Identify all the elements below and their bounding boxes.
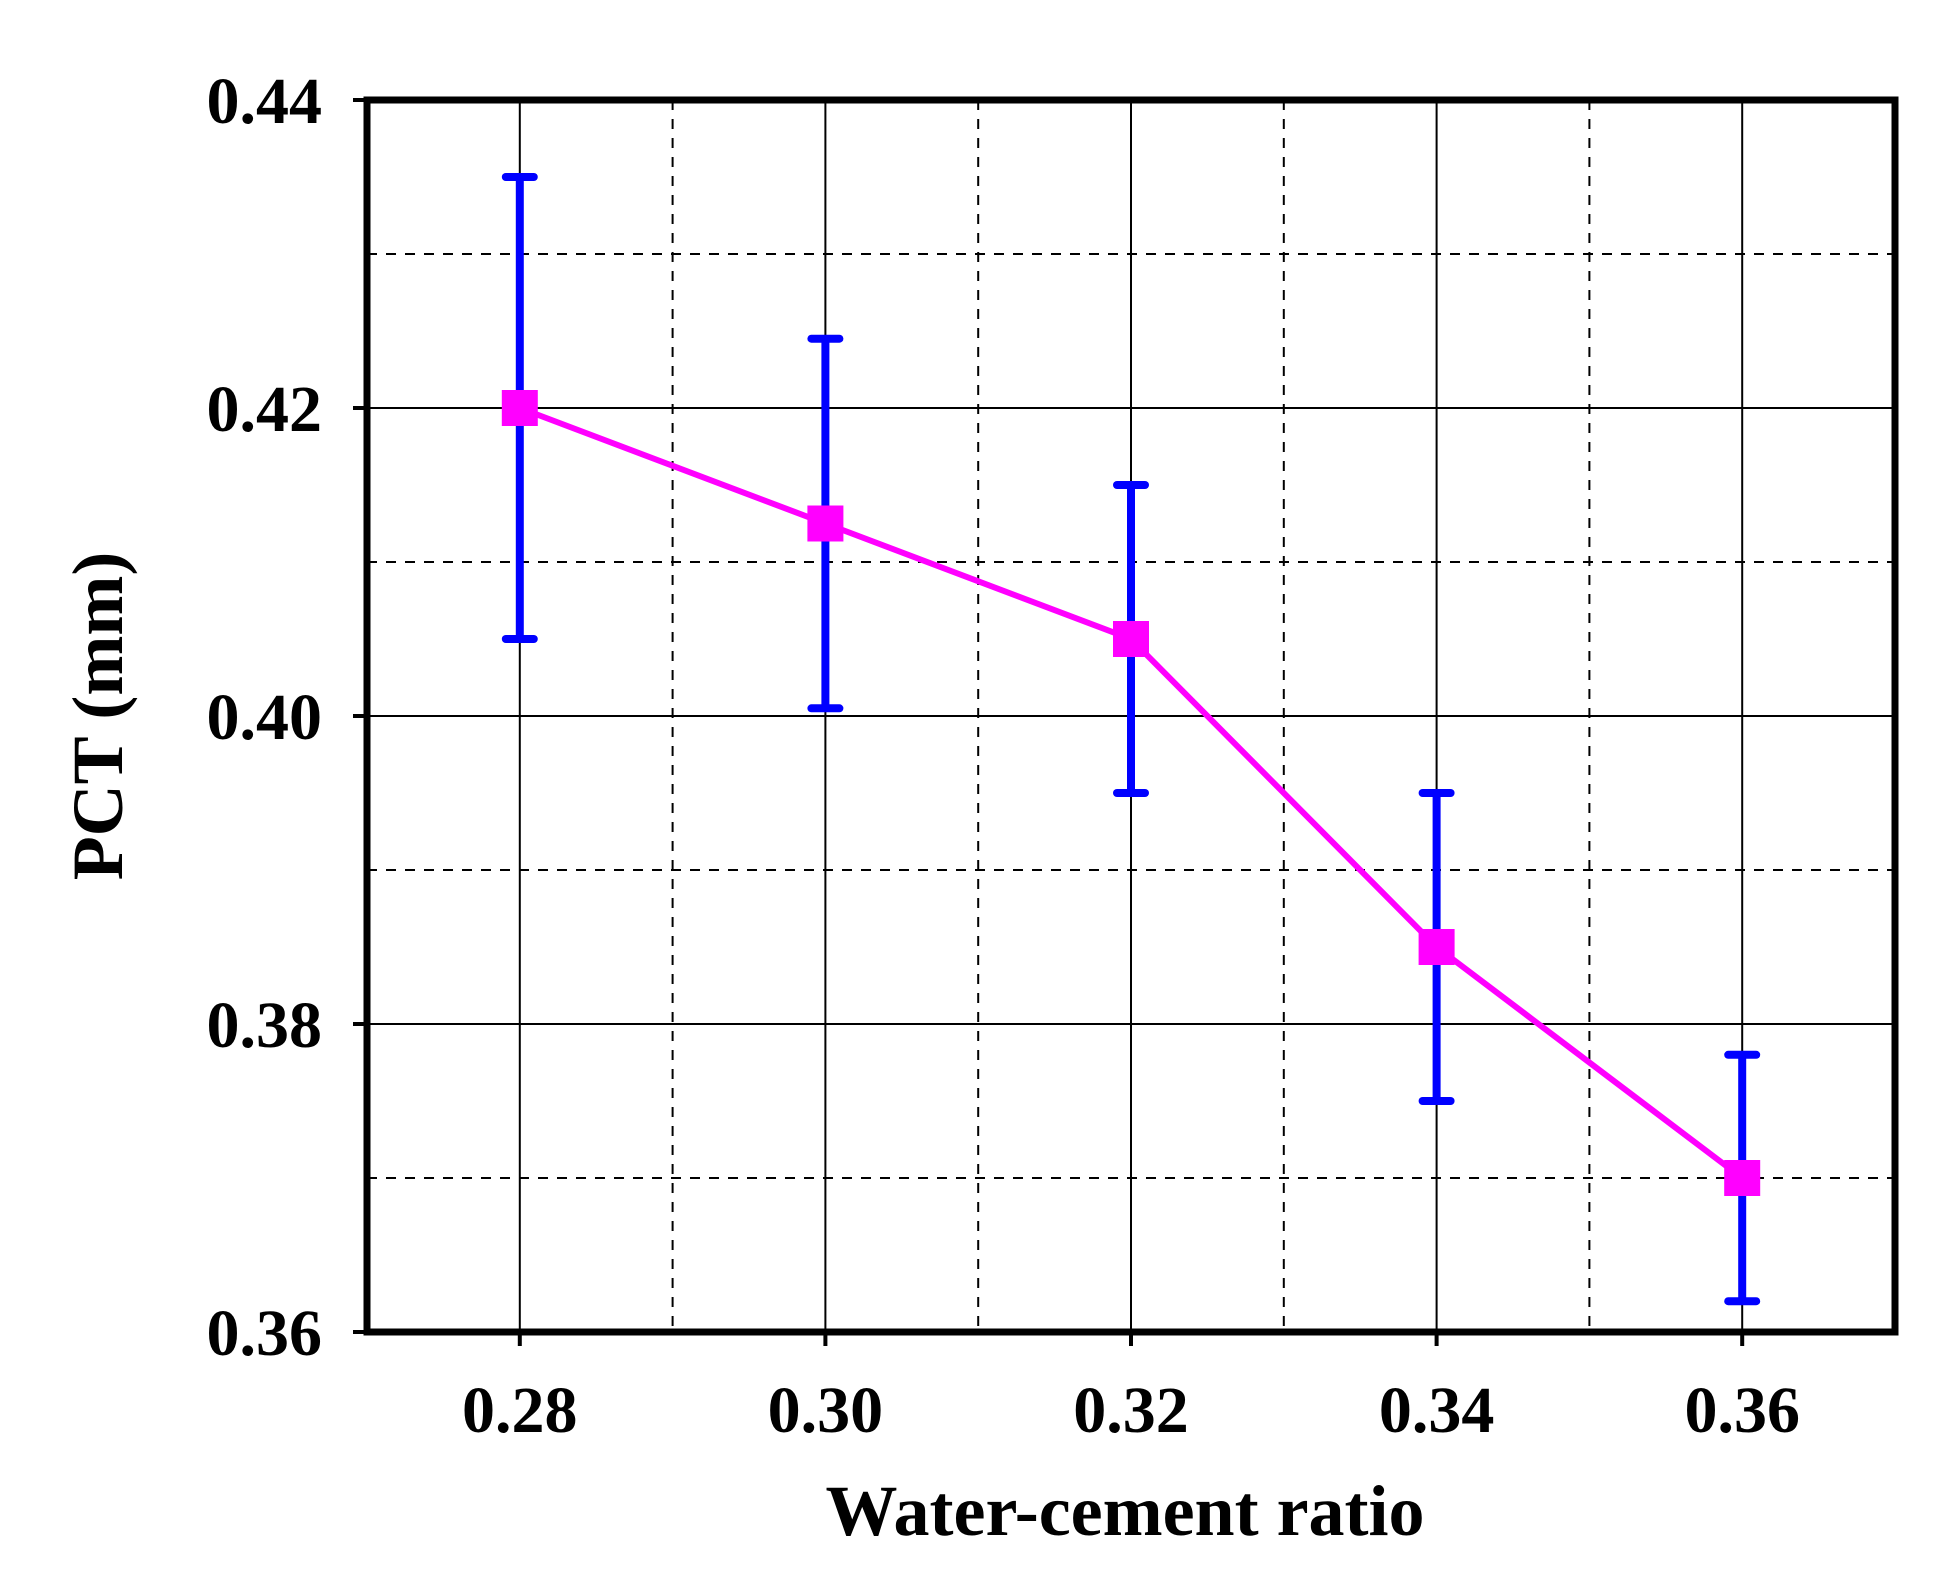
data-point-1 [807, 505, 844, 542]
tick-labels: 0.28 0.30 0.32 0.34 0.36 0.36 0.38 0.40 0.42 0.44 [207, 65, 1800, 1447]
axes [353, 96, 1899, 1346]
data-point-0 [501, 390, 538, 426]
x-tick-label-1: 0.30 [768, 1374, 884, 1447]
y-tick-label-4: 0.44 [207, 65, 323, 138]
x-tick-label-3: 0.34 [1379, 1374, 1495, 1447]
x-tick-label-2: 0.32 [1073, 1374, 1189, 1447]
data-point-3 [1418, 929, 1455, 965]
markers [501, 390, 1761, 1196]
y-tick-label-0: 0.36 [207, 1297, 323, 1370]
data-point-2 [1113, 621, 1149, 657]
y-tick-label-2: 0.40 [207, 681, 323, 754]
x-axis-title: Water-cement ratio [825, 1471, 1424, 1551]
x-tick-label-0: 0.28 [462, 1374, 578, 1447]
grid [367, 100, 1895, 1332]
data-point-4 [1724, 1160, 1761, 1196]
y-tick-label-1: 0.38 [207, 989, 323, 1062]
y-axis-title: PCT (mm) [58, 552, 138, 881]
error-bars [501, 173, 1761, 1306]
x-tick-label-4: 0.36 [1684, 1374, 1800, 1447]
y-tick-label-3: 0.42 [207, 373, 323, 446]
